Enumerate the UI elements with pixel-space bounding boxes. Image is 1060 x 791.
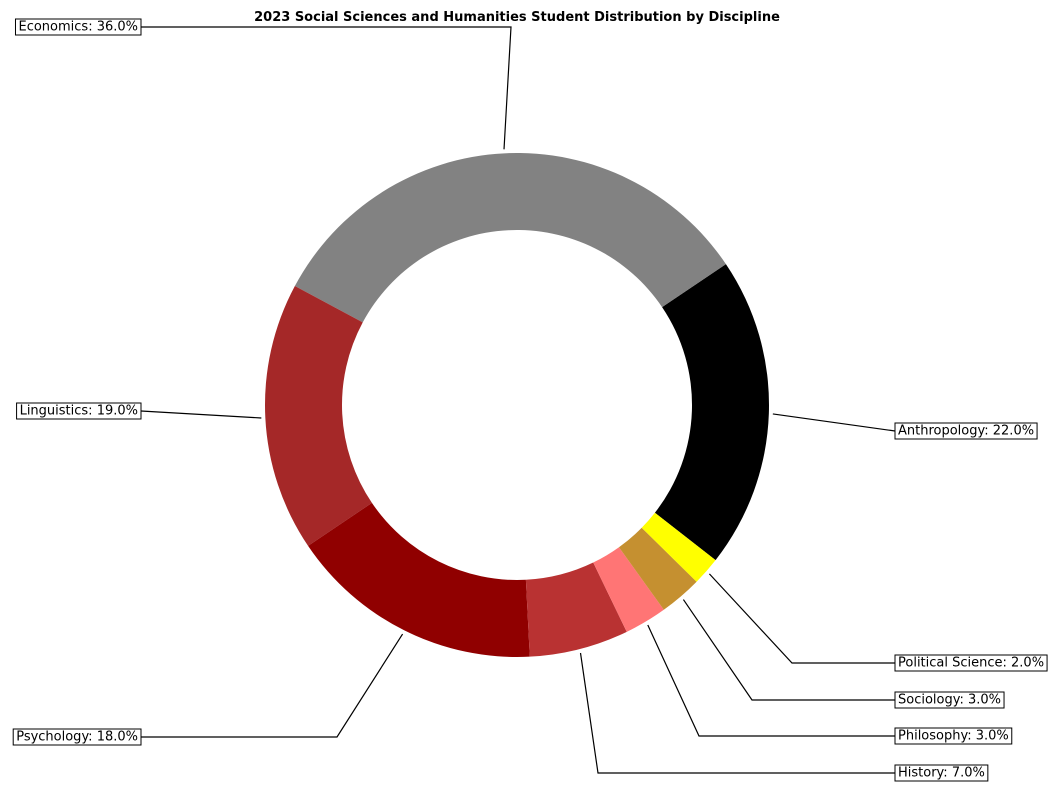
label-box bbox=[894, 654, 1048, 672]
leader-line-economics bbox=[141, 26, 512, 150]
slice-label-history: History: 7.0% bbox=[894, 764, 989, 782]
label-box bbox=[894, 764, 989, 782]
label-text: Psychology: 18.0% bbox=[16, 730, 138, 745]
label-text: Economics: 36.0% bbox=[18, 20, 138, 35]
label-box bbox=[894, 422, 1038, 440]
label-text: Anthropology: 22.0% bbox=[898, 424, 1034, 439]
slice-sociology bbox=[618, 527, 697, 610]
slice-label-anthropology: Anthropology: 22.0% bbox=[894, 422, 1038, 440]
leader-lines-layer bbox=[140, 26, 896, 774]
slice-psychology bbox=[308, 502, 530, 657]
label-text: Linguistics: 19.0% bbox=[20, 404, 138, 419]
label-box bbox=[894, 727, 1013, 745]
chart-title: 2023 Social Sciences and Humanities Stud… bbox=[254, 10, 780, 25]
slice-linguistics bbox=[264, 285, 372, 546]
slice-label-sociology: Sociology: 3.0% bbox=[894, 691, 1005, 709]
label-box bbox=[894, 691, 1005, 709]
leader-line-anthropology bbox=[772, 413, 896, 432]
label-text: History: 7.0% bbox=[898, 766, 985, 781]
labels-layer: Anthropology: 22.0% Economics: 36.0% Lingu… bbox=[12, 18, 1048, 782]
leader-line-philosophy bbox=[647, 624, 895, 737]
slice-political-science bbox=[641, 512, 716, 582]
label-text: Sociology: 3.0% bbox=[898, 693, 1001, 708]
slices-layer bbox=[264, 153, 770, 657]
leader-line-history bbox=[579, 652, 895, 774]
slice-economics bbox=[294, 153, 726, 323]
slice-anthropology bbox=[654, 264, 770, 561]
label-box bbox=[12, 728, 142, 746]
slice-philosophy bbox=[593, 547, 664, 632]
leader-line-psychology bbox=[141, 633, 404, 738]
slice-label-political-science: Political Science: 2.0% bbox=[894, 654, 1048, 672]
leader-line-sociology bbox=[682, 599, 895, 701]
label-text: Philosophy: 3.0% bbox=[898, 729, 1009, 744]
slice-label-psychology: Psychology: 18.0% bbox=[12, 728, 142, 746]
slice-label-philosophy: Philosophy: 3.0% bbox=[894, 727, 1013, 745]
label-box bbox=[16, 402, 142, 420]
label-box bbox=[14, 18, 142, 36]
label-text: Political Science: 2.0% bbox=[898, 656, 1044, 671]
slice-history bbox=[525, 562, 627, 657]
leader-line-linguistics bbox=[140, 410, 262, 419]
slice-label-economics: Economics: 36.0% bbox=[14, 18, 142, 36]
slice-label-linguistics: Linguistics: 19.0% bbox=[16, 402, 142, 420]
leader-line-political-science bbox=[708, 573, 895, 664]
